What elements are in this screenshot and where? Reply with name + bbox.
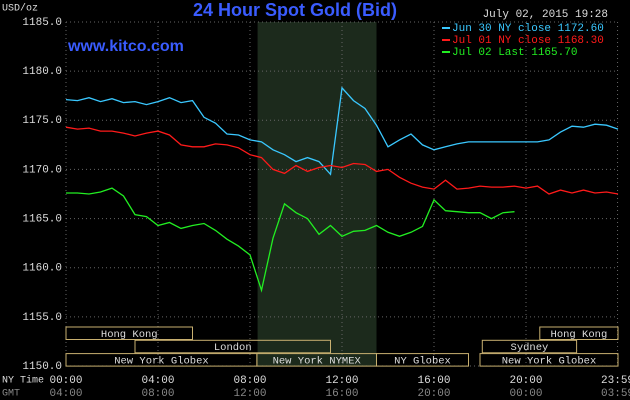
gmt-tick-label: 04:00 [49, 388, 82, 400]
session-label: Hong Kong [551, 329, 608, 341]
gmt-tick-label: 16:00 [325, 388, 358, 400]
session-label: New York NYMEX [273, 355, 362, 367]
chart-title: 24 Hour Spot Gold (Bid) [193, 0, 397, 20]
session-box [479, 353, 619, 367]
series-line [66, 187, 515, 293]
gmt-tick-label: 12:00 [233, 388, 266, 400]
y-tick-label: 1175.0 [22, 115, 62, 127]
session-box [134, 339, 331, 354]
session-box [65, 326, 193, 340]
site-label: www.kitco.com [67, 38, 184, 55]
y-tick-label: 1160.0 [22, 263, 62, 275]
x-tick-label: 16:00 [417, 375, 450, 387]
x-tick-label: 00:00 [49, 375, 82, 387]
session-box [481, 339, 578, 354]
y-tick-label: 1180.0 [22, 66, 62, 78]
gmt-tick-label: 08:00 [141, 388, 174, 400]
session-label: Sydney [511, 342, 549, 354]
legend-entry: Jul 02 Last 1165.70 [452, 47, 577, 59]
shaded-session [257, 22, 377, 366]
session-label: NY Globex [394, 355, 451, 367]
legend-entry: Jun 30 NY close 1172.60 [452, 23, 604, 35]
y-tick-label: 1185.0 [22, 17, 62, 29]
session-label: New York Globex [114, 355, 209, 367]
y-tick-label: 1155.0 [22, 312, 62, 324]
gmt-tick-label: 03:59 [601, 388, 630, 400]
y-tick-label: 1170.0 [22, 164, 62, 176]
gmt-tick-label: 00:00 [509, 388, 542, 400]
x-tick-label: 12:00 [325, 375, 358, 387]
gmt-tick-label: 20:00 [417, 388, 450, 400]
session-label: London [214, 342, 252, 354]
legend-entry: Jul 01 NY close 1168.30 [452, 35, 604, 47]
session-box [539, 326, 619, 340]
x-tick-label: 04:00 [141, 375, 174, 387]
y-tick-label: 1150.0 [22, 361, 62, 373]
series-line [65, 126, 619, 195]
x-tick-label: 20:00 [509, 375, 542, 387]
session-label: New York Globex [502, 355, 597, 367]
x-tick-label: 23:59 [601, 375, 630, 387]
y-axis-label: USD/oz [2, 3, 38, 15]
session-label: Hong Kong [101, 329, 158, 341]
series-line [65, 86, 619, 176]
timestamp: July 02, 2015 19:28 [483, 9, 608, 21]
y-tick-label: 1165.0 [22, 213, 62, 225]
x2-axis-label: GMT [2, 389, 20, 400]
x-axis-label: NY Time [2, 375, 44, 387]
x-tick-label: 08:00 [233, 375, 266, 387]
session-box [376, 353, 469, 367]
